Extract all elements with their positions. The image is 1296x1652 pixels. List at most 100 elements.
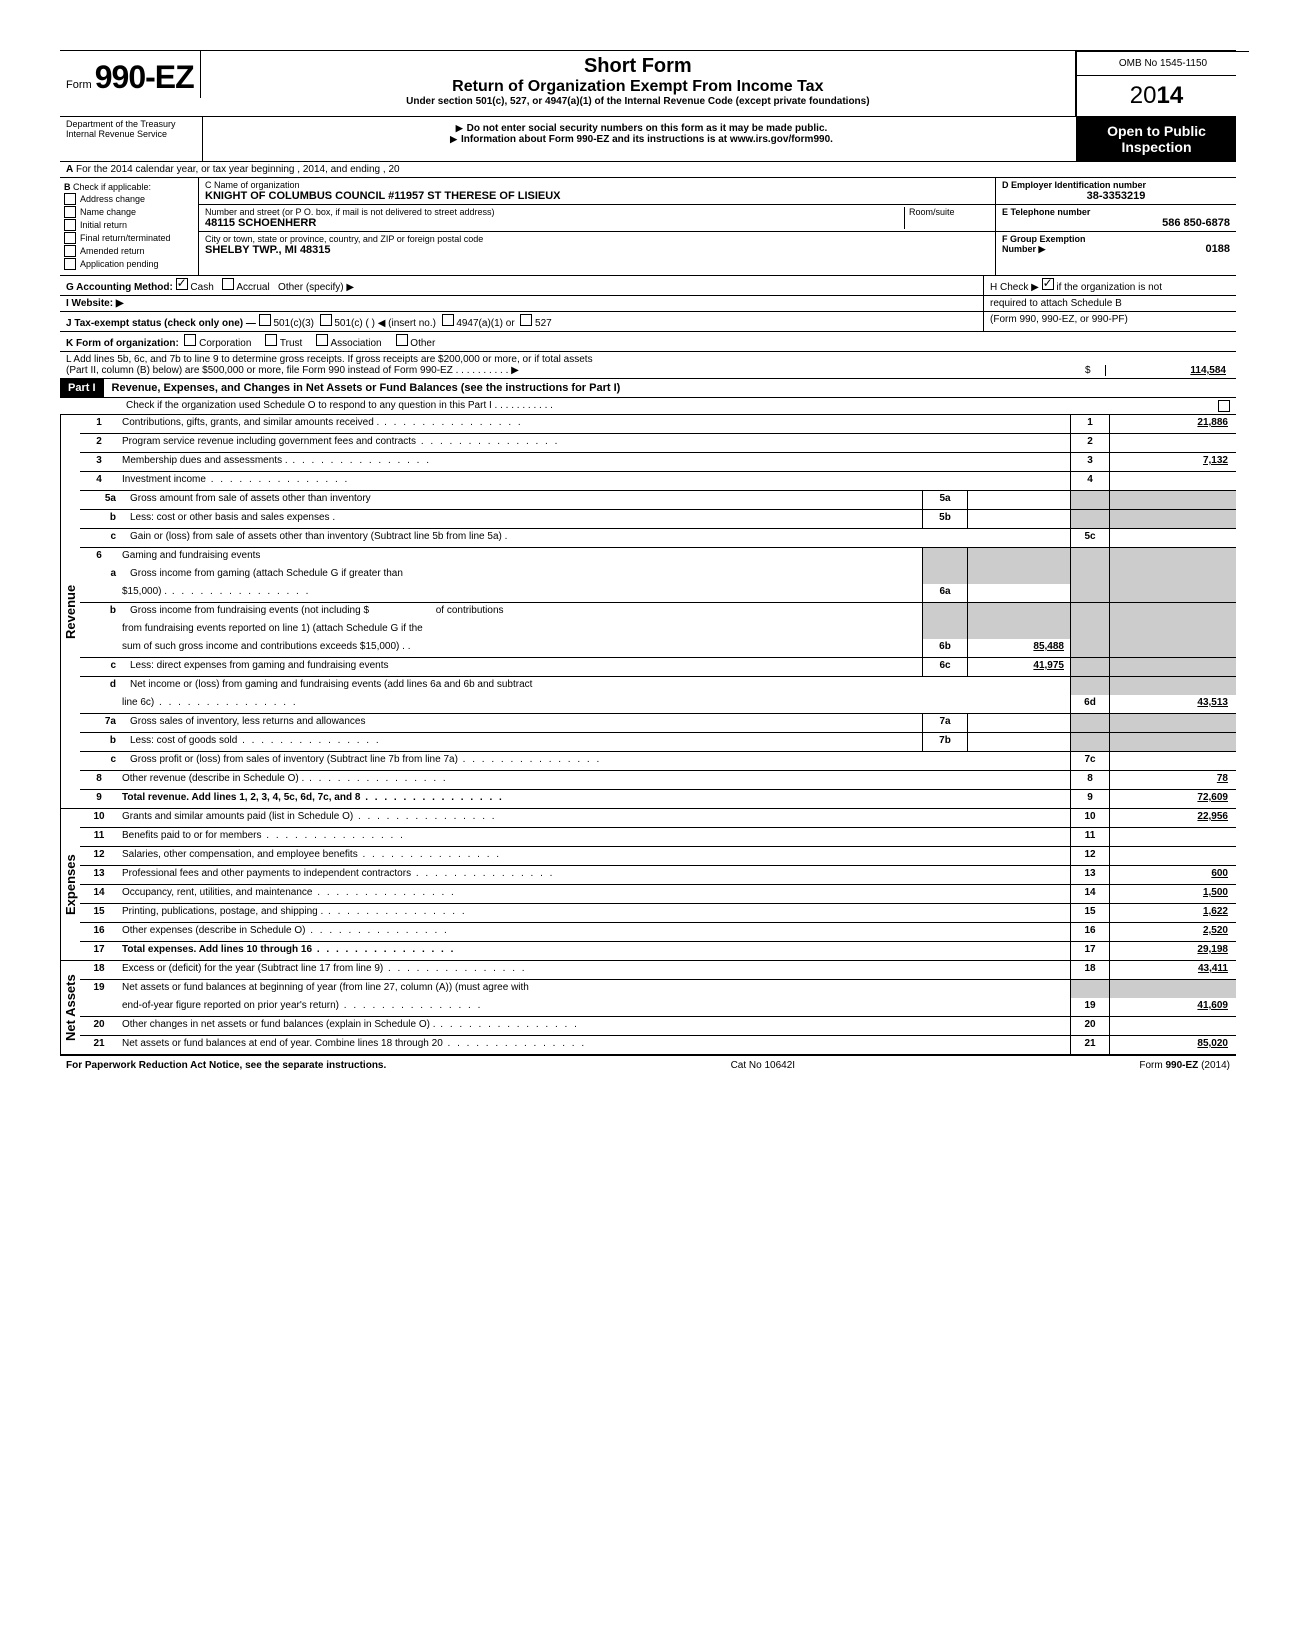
right-stack: OMB No 1545-1150 2014 (1076, 51, 1236, 116)
amt-10: 22,956 (1109, 809, 1236, 827)
chk-trust[interactable] (265, 334, 277, 346)
amt-3: 7,132 (1109, 453, 1236, 471)
chk-final[interactable]: Final return/terminated (64, 232, 194, 244)
line-8: Other revenue (describe in Schedule O) . (118, 771, 1070, 789)
amt-17: 29,198 (1109, 942, 1236, 960)
col-b: B Check if applicable: Address change Na… (60, 178, 199, 275)
room-label: Room/suite (909, 207, 989, 217)
dept-treasury: Department of the Treasury (66, 119, 196, 129)
c-name-label: C Name of organization (205, 180, 989, 190)
form-header: Form 990-EZ Short Form Return of Organiz… (60, 50, 1236, 116)
netassets-label: Net Assets (60, 961, 80, 1054)
chk-527[interactable] (520, 314, 532, 326)
ssn-warning: Do not enter social security numbers on … (467, 123, 828, 134)
chk-initial[interactable]: Initial return (64, 219, 194, 231)
title-under: Under section 501(c), 527, or 4947(a)(1)… (209, 96, 1067, 107)
amt-6d: 43,513 (1109, 695, 1236, 713)
phone-value: 586 850-6878 (1002, 217, 1230, 229)
chk-h[interactable] (1042, 278, 1054, 290)
line-6b1: Gross income from fundraising events (no… (126, 603, 922, 621)
footer-right: Form 990-EZ (2014) (1139, 1060, 1230, 1071)
line-5a: Gross amount from sale of assets other t… (126, 491, 922, 509)
line-17: Total expenses. Add lines 10 through 16 (118, 942, 1070, 960)
row-i-wrap: I Website: ▶ required to attach Schedule… (60, 296, 1236, 312)
line-15: Printing, publications, postage, and shi… (118, 904, 1070, 922)
line-6a1: Gross income from gaming (attach Schedul… (126, 566, 922, 584)
amt-21: 85,020 (1109, 1036, 1236, 1054)
row-gh: G Accounting Method: Cash Accrual Other … (60, 276, 1236, 296)
chk-pending[interactable]: Application pending (64, 258, 194, 270)
form-prefix: Form (66, 79, 92, 91)
expenses-lines: 10Grants and similar amounts paid (list … (80, 809, 1236, 960)
footer-mid: Cat No 10642I (731, 1060, 796, 1071)
arrow-icon (446, 134, 461, 145)
amt-1: 21,886 (1109, 415, 1236, 433)
dept-irs: Internal Revenue Service (66, 129, 196, 139)
sub-header: Department of the Treasury Internal Reve… (60, 116, 1236, 162)
ein-value: 38-3353219 (1002, 190, 1230, 202)
line-19b: end-of-year figure reported on prior yea… (118, 998, 1070, 1016)
line-20: Other changes in net assets or fund bala… (118, 1017, 1070, 1035)
revenue-section: Revenue 1Contributions, gifts, grants, a… (60, 415, 1236, 809)
line-10: Grants and similar amounts paid (list in… (118, 809, 1070, 827)
line-6: Gaming and fundraising events (118, 548, 922, 566)
k-label: K Form of organization: (66, 338, 179, 349)
amt-18: 43,411 (1109, 961, 1236, 979)
g-label: G Accounting Method: (66, 282, 173, 293)
line-11: Benefits paid to or for members (118, 828, 1070, 846)
line-2: Program service revenue including govern… (118, 434, 1070, 452)
part1-header: Part I Revenue, Expenses, and Changes in… (60, 379, 1236, 398)
line-4: Investment income (118, 472, 1070, 490)
website-label: I Website: ▶ (66, 298, 124, 309)
title-box: Short Form Return of Organization Exempt… (201, 51, 1076, 116)
org-address: 48115 SCHOENHERR (205, 217, 904, 229)
org-city: SHELBY TWP., MI 48315 (205, 244, 989, 256)
row-a: A For the 2014 calendar year, or tax yea… (60, 162, 1236, 178)
l-text1: L Add lines 5b, 6c, and 7b to line 9 to … (66, 354, 1085, 365)
info-link: Information about Form 990-EZ and its in… (461, 134, 833, 145)
chk-501c[interactable] (320, 314, 332, 326)
inspection-text: Inspection (1081, 139, 1232, 155)
chk-amended[interactable]: Amended return (64, 245, 194, 257)
chk-501c3[interactable] (259, 314, 271, 326)
section-bcdef: B Check if applicable: Address change Na… (60, 178, 1236, 276)
line-6c: Less: direct expenses from gaming and fu… (126, 658, 922, 676)
part1-label: Part I (60, 379, 104, 397)
group-value: 0188 (1206, 243, 1230, 255)
revenue-lines: 1Contributions, gifts, grants, and simil… (80, 415, 1236, 808)
l-amount: 114,584 (1105, 365, 1230, 376)
line-3: Membership dues and assessments . (118, 453, 1070, 471)
amt-9: 72,609 (1109, 790, 1236, 808)
arrow-icon (452, 123, 467, 134)
part1-check-text: Check if the organization used Schedule … (66, 400, 1218, 412)
chk-corp[interactable] (184, 334, 196, 346)
amt-13: 600 (1109, 866, 1236, 884)
chk-cash[interactable] (176, 278, 188, 290)
chk-address[interactable]: Address change (64, 193, 194, 205)
amt-6c: 41,975 (967, 658, 1070, 676)
tax-year: 2014 (1076, 75, 1236, 116)
footer: For Paperwork Reduction Act Notice, see … (60, 1056, 1236, 1075)
ein-label: D Employer Identification number (1002, 180, 1230, 190)
amt-14: 1,500 (1109, 885, 1236, 903)
line-21: Net assets or fund balances at end of ye… (118, 1036, 1070, 1054)
chk-assoc[interactable] (316, 334, 328, 346)
amt-8: 78 (1109, 771, 1236, 789)
part1-title: Revenue, Expenses, and Changes in Net As… (104, 379, 629, 397)
chk-other[interactable] (396, 334, 408, 346)
line-12: Salaries, other compensation, and employ… (118, 847, 1070, 865)
line-18: Excess or (deficit) for the year (Subtra… (118, 961, 1070, 979)
amt-6b: 85,488 (967, 639, 1070, 657)
amt-16: 2,520 (1109, 923, 1236, 941)
col-c: C Name of organization KNIGHT OF COLUMBU… (199, 178, 996, 275)
chk-4947[interactable] (442, 314, 454, 326)
netassets-section: Net Assets 18Excess or (deficit) for the… (60, 961, 1236, 1056)
group-label2: Number ▶ (1002, 244, 1206, 255)
line-16: Other expenses (describe in Schedule O) (118, 923, 1070, 941)
chk-schedule-o[interactable] (1218, 400, 1230, 412)
addr-label: Number and street (or P O. box, if mail … (205, 207, 904, 217)
chk-name[interactable]: Name change (64, 206, 194, 218)
inspection-stack: Open to Public Inspection (1076, 116, 1236, 161)
row-j-wrap: J Tax-exempt status (check only one) — 5… (60, 312, 1236, 332)
chk-accrual[interactable] (222, 278, 234, 290)
